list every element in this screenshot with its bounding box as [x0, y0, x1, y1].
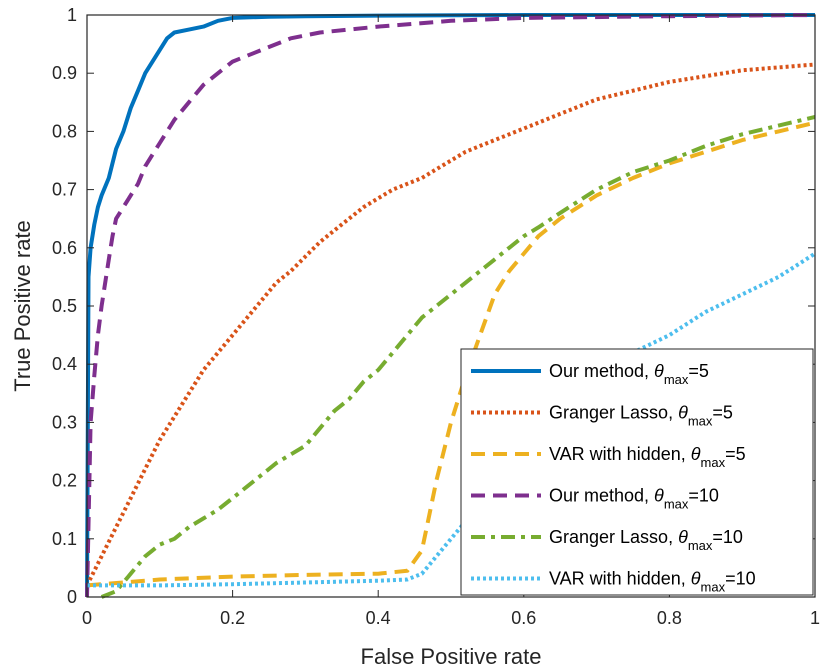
legend-suffix: =5: [688, 361, 709, 381]
y-tick-label: 0.1: [52, 529, 77, 549]
y-tick-label: 0: [67, 587, 77, 607]
series-line-1: [85, 13, 815, 598]
series-line-3: [86, 120, 816, 588]
series-line-2: [85, 62, 816, 587]
legend-theta: θ: [678, 527, 688, 547]
legend-label-4: Our method, θmax=10: [549, 486, 719, 512]
legend-prefix: VAR with hidden,: [549, 569, 691, 589]
x-axis-label: False Positive rate: [361, 644, 542, 669]
legend-prefix: Our method,: [549, 486, 654, 506]
x-tick-label: 0: [82, 608, 92, 628]
x-tick-label: 0.4: [366, 608, 391, 628]
legend-prefix: Granger Lasso,: [549, 527, 678, 547]
x-tick-label: 0.2: [220, 608, 245, 628]
legend-label-3: VAR with hidden, θmax=5: [549, 444, 746, 470]
x-tick-label: 1: [810, 608, 820, 628]
legend-subscript: max: [664, 372, 689, 387]
legend-prefix: VAR with hidden,: [549, 444, 691, 464]
y-tick-label: 0.8: [52, 121, 77, 141]
legend-suffix: =10: [712, 527, 743, 547]
legend-label-2: Granger Lasso, θmax=5: [549, 403, 733, 429]
series-line-4: [85, 13, 816, 598]
x-tick-label: 0.6: [511, 608, 536, 628]
legend-theta: θ: [654, 361, 664, 381]
y-tick-label: 0.2: [52, 471, 77, 491]
legend-prefix: Our method,: [549, 361, 654, 381]
legend-label-1: Our method, θmax=5: [549, 361, 709, 387]
legend-suffix: =5: [712, 403, 733, 423]
legend-theta: θ: [654, 486, 664, 506]
y-tick-label: 0.6: [52, 238, 77, 258]
legend-theta: θ: [691, 444, 701, 464]
legend-theta: θ: [678, 403, 688, 423]
legend-subscript: max: [664, 497, 689, 512]
y-tick-label: 0.9: [52, 63, 77, 83]
legend-suffix: =5: [725, 444, 746, 464]
y-tick-label: 0.7: [52, 180, 77, 200]
legend-prefix: Granger Lasso,: [549, 403, 678, 423]
legend-label-6: VAR with hidden, θmax=10: [549, 569, 756, 595]
y-tick-label: 1: [67, 5, 77, 25]
legend-subscript: max: [688, 414, 713, 429]
y-axis-label: True Positive rate: [10, 220, 35, 392]
legend-label-5: Granger Lasso, θmax=10: [549, 527, 743, 553]
legend-theta: θ: [691, 569, 701, 589]
legend-subscript: max: [688, 538, 713, 553]
x-tick-label: 0.8: [657, 608, 682, 628]
legend-suffix: =10: [688, 486, 719, 506]
legend-box: [460, 348, 814, 596]
series-line-5: [100, 114, 816, 599]
y-tick-label: 0.3: [52, 412, 77, 432]
legend-subscript: max: [701, 580, 726, 595]
y-tick-label: 0.5: [52, 296, 77, 316]
legend-suffix: =10: [725, 569, 756, 589]
y-tick-label: 0.4: [52, 354, 77, 374]
legend-subscript: max: [701, 455, 726, 470]
ticks-layer: 0 0.2 0.4 0.6 0.8 1 0 0.1 0.2 0.3 0.4 0.5 0.6 0.7 0.8 0…: [52, 5, 820, 628]
